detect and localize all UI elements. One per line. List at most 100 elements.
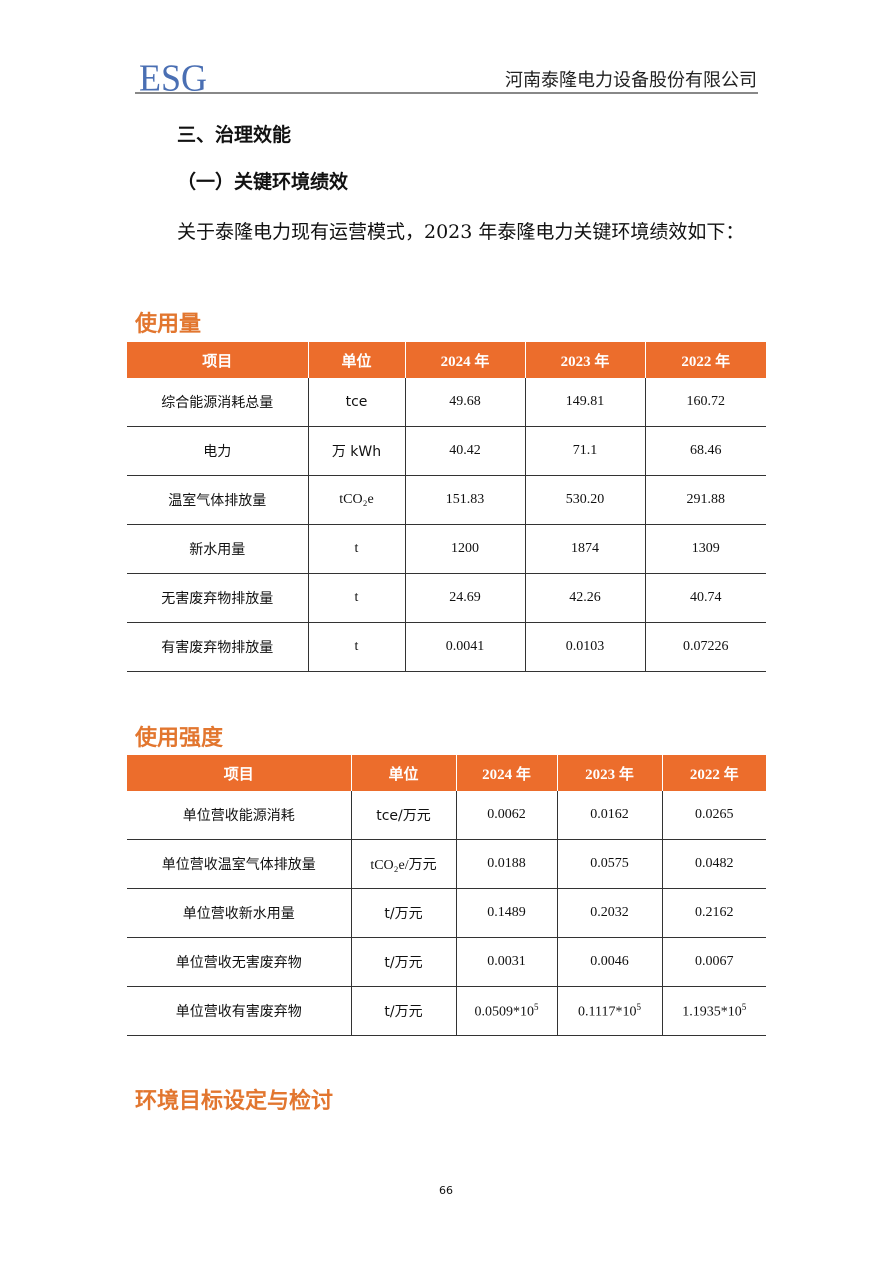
cell-unit: t bbox=[307, 524, 405, 574]
cell-text: tCO₂e/万元 bbox=[370, 858, 437, 873]
cell-v2024: 0.0509*105 bbox=[455, 986, 557, 1036]
column-header: 项目 bbox=[127, 342, 308, 378]
cell-text: 291.88 bbox=[686, 492, 726, 507]
cell-unit: t/万元 bbox=[350, 937, 456, 987]
table-row: 单位营收温室气体排放量 tCO₂e/万元 0.0188 0.0575 0.0482 bbox=[127, 839, 766, 889]
cell-text: 1874 bbox=[571, 541, 599, 556]
cell-v2022: 0.0265 bbox=[661, 791, 766, 840]
cell-text: t bbox=[354, 541, 359, 556]
company-name: 河南泰隆电力设备股份有限公司 bbox=[505, 70, 757, 91]
cell-text: 单位营收温室气体排放量 bbox=[161, 857, 316, 873]
cell-text: 40.42 bbox=[449, 443, 481, 458]
cell-v2022: 0.0482 bbox=[661, 839, 766, 889]
table-header-row: 项目 单位 2024 年 2023 年 2022 年 bbox=[127, 755, 766, 791]
cell-v2023: 149.81 bbox=[524, 378, 645, 427]
cell-text: 160.72 bbox=[686, 394, 726, 409]
cell-v2024: 0.0188 bbox=[455, 839, 557, 889]
cell-text: 149.81 bbox=[565, 394, 605, 409]
cell-text: 0.0103 bbox=[565, 639, 605, 654]
cell-unit: tCO₂e/万元 bbox=[350, 839, 456, 889]
cell-v2022: 0.07226 bbox=[644, 622, 766, 672]
cell-v2024: 40.42 bbox=[404, 426, 525, 476]
cell-text: 0.0041 bbox=[445, 639, 485, 654]
usage-section-title: 使用量 bbox=[135, 312, 202, 337]
cell-v2023: 0.2032 bbox=[556, 888, 662, 938]
cell-text: 0.0046 bbox=[590, 954, 629, 969]
cell-text: 0.0067 bbox=[695, 954, 734, 969]
cell-text: 0.0062 bbox=[487, 807, 526, 822]
cell-text: 24.69 bbox=[449, 590, 481, 605]
cell-text: 0.07226 bbox=[683, 639, 729, 654]
cell-v2022: 160.72 bbox=[644, 378, 766, 427]
cell-text: 0.0265 bbox=[695, 807, 734, 822]
cell-v2024: 1200 bbox=[404, 524, 525, 574]
column-header: 2022 年 bbox=[644, 342, 766, 378]
cell-v2022: 1309 bbox=[644, 524, 766, 574]
cell-item: 单位营收无害废弃物 bbox=[127, 937, 351, 987]
table-row: 单位营收无害废弃物 t/万元 0.0031 0.0046 0.0067 bbox=[127, 937, 766, 987]
cell-item: 单位营收有害废弃物 bbox=[127, 986, 351, 1036]
cell-text: 0.2162 bbox=[695, 905, 734, 920]
heading-2: （一）关键环境绩效 bbox=[177, 171, 349, 193]
cell-v2023: 0.0575 bbox=[556, 839, 662, 889]
cell-text: 电力 bbox=[203, 444, 232, 460]
column-header: 2024 年 bbox=[404, 342, 525, 378]
column-header: 2023 年 bbox=[524, 342, 645, 378]
cell-item: 有害废弃物排放量 bbox=[127, 622, 308, 672]
cell-text: t bbox=[354, 639, 359, 654]
targets-section-title: 环境目标设定与检讨 bbox=[135, 1089, 334, 1114]
cell-text: 0.0162 bbox=[590, 807, 629, 822]
cell-v2023: 530.20 bbox=[524, 475, 645, 525]
cell-unit: t bbox=[307, 622, 405, 672]
cell-text: 151.83 bbox=[445, 492, 485, 507]
cell-item: 单位营收能源消耗 bbox=[127, 791, 351, 840]
cell-item: 温室气体排放量 bbox=[127, 475, 308, 525]
cell-v2024: 0.1489 bbox=[455, 888, 557, 938]
cell-text: 单位营收无害废弃物 bbox=[175, 955, 302, 971]
heading-1: 三、治理效能 bbox=[177, 124, 292, 146]
cell-unit: tce/万元 bbox=[350, 791, 456, 840]
cell-v2023: 0.0103 bbox=[524, 622, 645, 672]
table-row: 无害废弃物排放量 t 24.69 42.26 40.74 bbox=[127, 573, 766, 623]
cell-text: t bbox=[354, 590, 359, 605]
cell-text: 71.1 bbox=[572, 443, 598, 458]
cell-text: 0.0482 bbox=[695, 856, 734, 871]
cell-text: tce/万元 bbox=[376, 808, 431, 824]
cell-text: 42.26 bbox=[569, 590, 601, 605]
cell-unit: 万 kWh bbox=[307, 426, 405, 476]
cell-text: 单位营收能源消耗 bbox=[182, 808, 295, 824]
column-header: 2022 年 bbox=[661, 755, 766, 791]
table-row: 新水用量 t 1200 1874 1309 bbox=[127, 524, 766, 574]
cell-text: 0.1117*10 bbox=[578, 1004, 637, 1020]
cell-text: t/万元 bbox=[384, 906, 423, 922]
cell-v2022: 40.74 bbox=[644, 573, 766, 623]
cell-text: 综合能源消耗总量 bbox=[161, 395, 274, 411]
exponent: 5 bbox=[636, 1001, 641, 1012]
cell-text: t/万元 bbox=[384, 1004, 423, 1020]
cell-text: 温室气体排放量 bbox=[168, 493, 267, 509]
cell-unit: t/万元 bbox=[350, 986, 456, 1036]
cell-item: 单位营收温室气体排放量 bbox=[127, 839, 351, 889]
column-header: 单位 bbox=[307, 342, 405, 378]
cell-text: 0.0031 bbox=[487, 954, 526, 969]
cell-text: 68.46 bbox=[690, 443, 722, 458]
cell-item: 电力 bbox=[127, 426, 308, 476]
cell-item: 综合能源消耗总量 bbox=[127, 378, 308, 427]
cell-v2022: 0.2162 bbox=[661, 888, 766, 938]
cell-v2023: 0.1117*105 bbox=[556, 986, 662, 1036]
table-row: 有害废弃物排放量 t 0.0041 0.0103 0.07226 bbox=[127, 622, 766, 672]
cell-text: 0.1489 bbox=[487, 905, 526, 920]
page-number: 66 bbox=[439, 1184, 453, 1197]
exponent: 5 bbox=[534, 1001, 539, 1012]
cell-text: 0.0188 bbox=[487, 856, 526, 871]
column-header: 项目 bbox=[127, 755, 351, 791]
table-row: 温室气体排放量 tCO₂e 151.83 530.20 291.88 bbox=[127, 475, 766, 525]
cell-v2022: 0.0067 bbox=[661, 937, 766, 987]
cell-text: tce bbox=[345, 394, 368, 410]
cell-text: 0.0509*10 bbox=[474, 1004, 535, 1020]
cell-text: 1309 bbox=[691, 541, 720, 556]
cell-text: 1200 bbox=[451, 541, 479, 556]
cell-text: 万 kWh bbox=[331, 444, 382, 460]
cell-v2024: 151.83 bbox=[404, 475, 525, 525]
column-header: 2023 年 bbox=[556, 755, 662, 791]
